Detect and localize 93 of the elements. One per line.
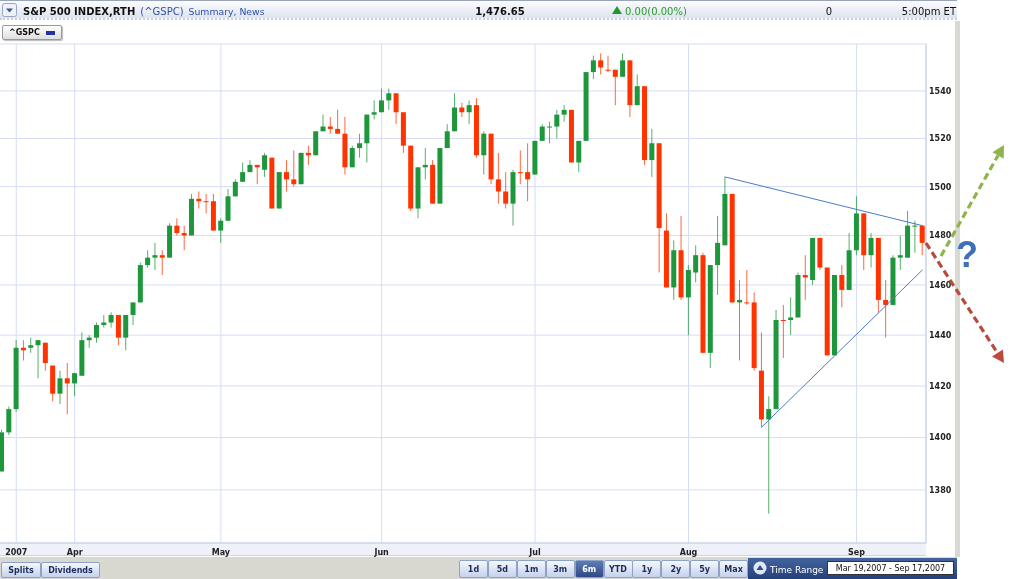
y-tick-label: 1420 [929,381,952,391]
candlestick [93,322,99,344]
candlestick [525,142,531,202]
button[interactable]: 1y [632,560,662,578]
y-tick-label: 1380 [929,485,952,495]
y-tick-label: 1400 [929,433,952,443]
candlestick [174,217,180,236]
candlestick [115,314,121,346]
button[interactable]: 5y [690,560,720,578]
text: ^GSPC [9,28,40,37]
candlestick [744,269,750,306]
candlestick [152,242,158,271]
candlestick [291,149,297,188]
candlestick [547,121,553,144]
candlestick [788,296,794,336]
x-tick-label: Aug [679,547,698,557]
y-tick-label: 1540 [929,86,952,96]
text: Summary, News [188,6,265,17]
candlestick [240,161,246,183]
candlestick [130,301,136,326]
button[interactable]: Max [719,560,749,578]
candlestick [780,304,786,359]
candlestick [919,225,925,256]
text: Time Range [770,565,824,575]
candlestick [452,92,458,132]
x-tick-label: 2007 [5,547,28,557]
button[interactable]: 2y [661,560,691,578]
candlestick [203,193,209,214]
candlestick [576,140,582,173]
candlestick [495,152,501,205]
candlestick [283,159,289,192]
candlestick [393,92,399,125]
text: 0.00(0.00%) [625,6,687,17]
chart-title: S&P 500 INDEX,RTH [23,6,136,17]
candlestick [42,342,48,372]
y-tick-label: 1520 [929,134,952,144]
date-field[interactable]: Mar 19,2007 - Sep 17,2007 [827,561,954,575]
x-tick-label: Jul [528,547,542,557]
candlestick [590,55,596,80]
candlestick [612,69,618,106]
candlestick [912,220,918,254]
candlestick [481,130,487,176]
candlestick [649,128,655,178]
candlestick [64,362,70,415]
candlestick [634,73,640,106]
candlestick [386,88,392,111]
x-tick-label: Apr [66,547,83,557]
button[interactable]: Dividends [41,562,100,578]
x-tick-label: Sep [848,547,866,557]
candlestick [35,339,41,379]
candlestick [159,249,165,276]
candlestick [839,264,845,308]
candlestick [897,234,903,271]
candlestick [357,133,363,159]
candlestick [503,171,509,210]
candlestick [598,52,604,75]
candlestick [72,372,78,397]
button[interactable]: 1m [516,560,546,578]
button[interactable]: 6m [574,560,604,578]
button[interactable]: Splits [1,562,41,578]
button[interactable]: 3m [545,560,575,578]
candlestick [868,232,874,269]
candlestick [517,149,523,185]
candlestick [371,99,377,120]
candlestick [6,406,12,436]
candlestick [108,311,114,329]
candlestick [335,109,341,135]
text: ? [956,234,978,275]
y-tick-label: 1460 [929,280,952,290]
candlestick [715,215,721,296]
candlestick [262,152,268,178]
candlestick [693,244,699,283]
candlestick [466,99,472,125]
y-tick-label: 1500 [929,182,952,192]
y-tick-label: 1480 [929,231,952,241]
chart-subtitle: (^GSPC) [140,6,184,17]
text: 5:00pm ET [901,6,956,17]
candlestick [57,370,63,405]
candlestick [605,55,611,73]
button[interactable]: 1d [459,560,488,578]
candlestick [766,395,772,515]
candlestick [123,314,129,351]
text: 0 [825,6,833,17]
y-tick-label: 1440 [929,331,952,340]
candlestick [554,109,560,139]
button[interactable]: YTD [603,560,633,578]
x-tick-label: Jun [373,547,390,557]
candlestick [561,104,567,123]
x-tick-label: May [211,547,231,557]
button[interactable]: 5d [487,560,517,578]
candlestick [218,217,224,244]
candlestick [620,52,626,78]
text: 1,476.65 [475,6,525,17]
